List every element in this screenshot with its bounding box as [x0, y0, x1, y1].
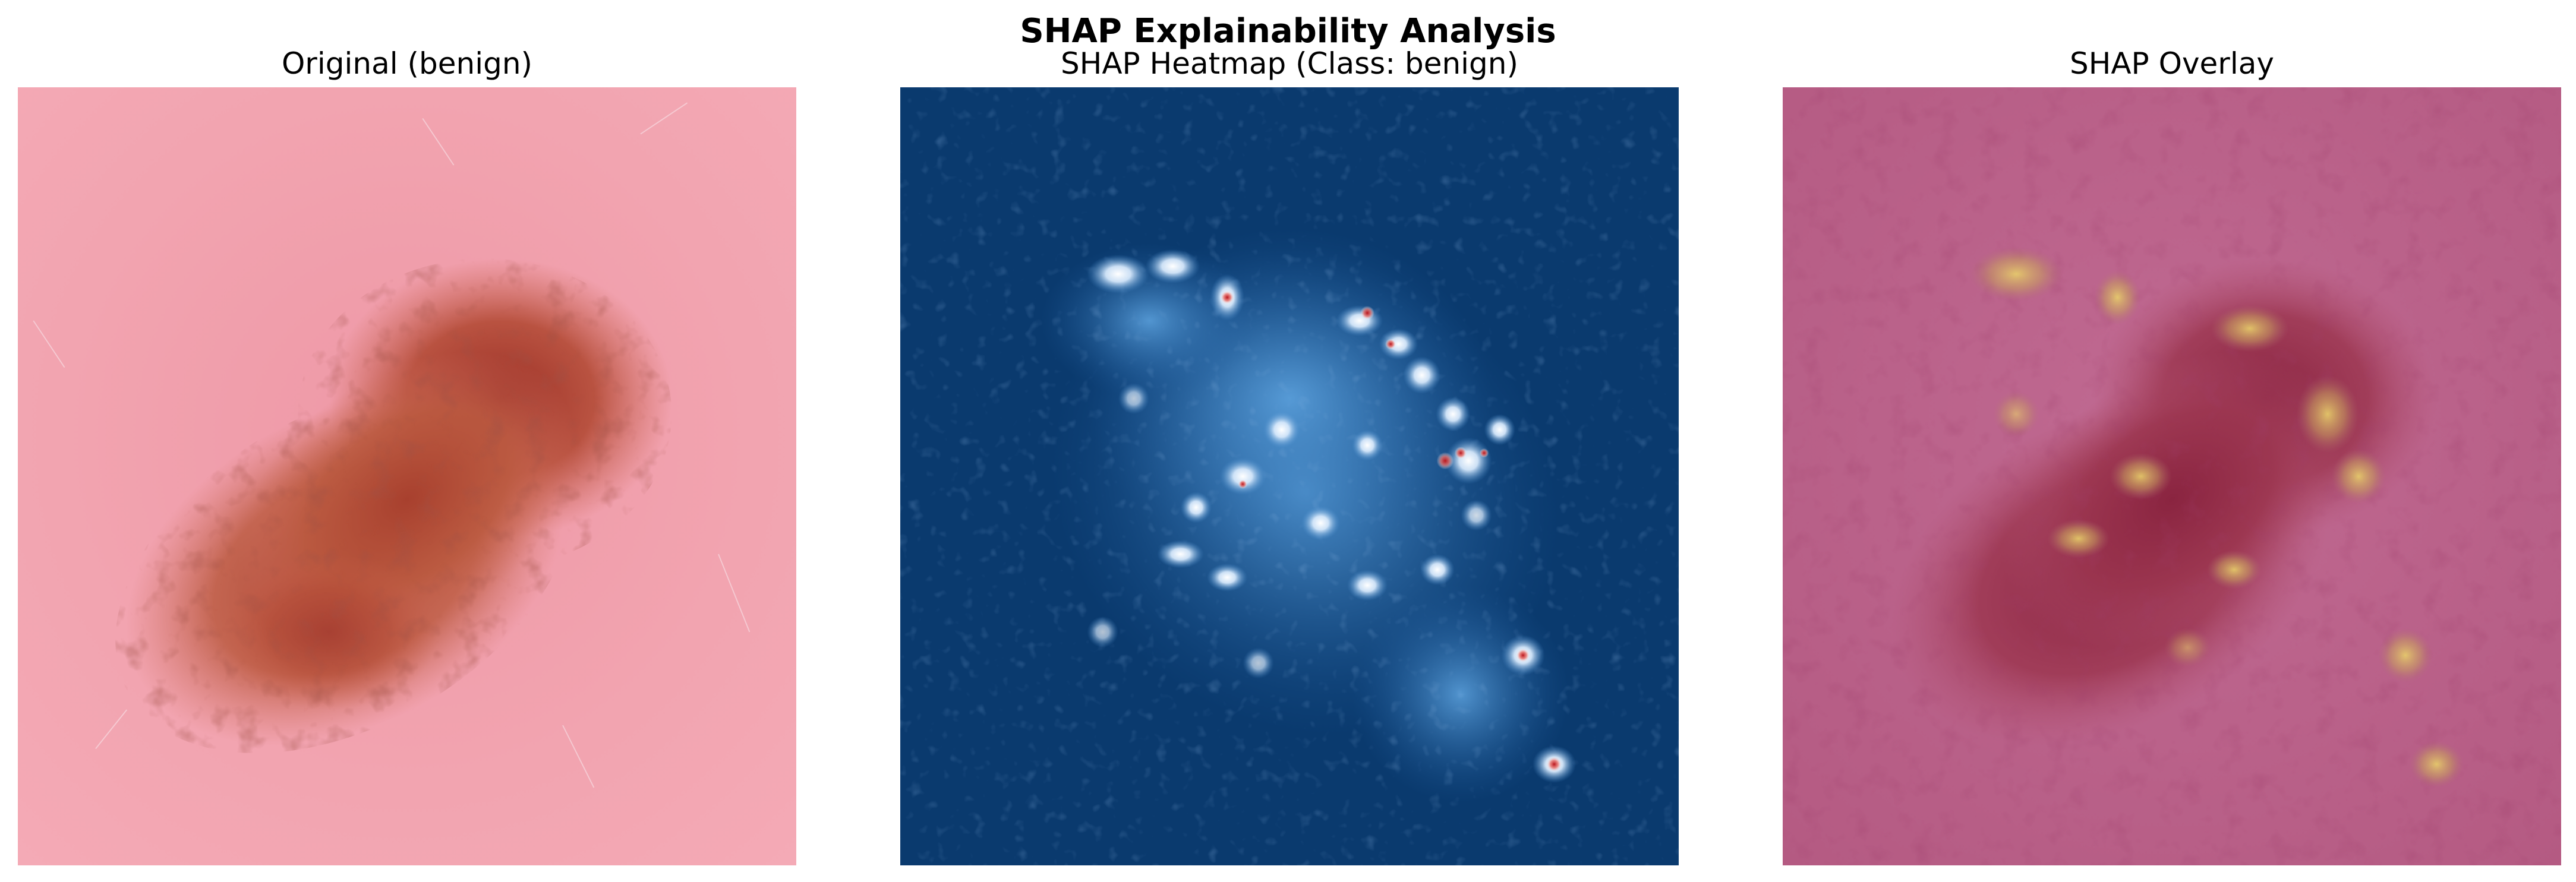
- overlay-panel-title: SHAP Overlay: [2070, 46, 2274, 81]
- figure-title: SHAP Explainability Analysis: [1020, 12, 1556, 50]
- shap-overlay-image: [1783, 87, 2561, 865]
- shap-heatmap-image: [900, 87, 1679, 865]
- heatmap-panel-title: SHAP Heatmap (Class: benign): [1061, 46, 1518, 81]
- original-panel-title: Original (benign): [281, 46, 533, 81]
- original-lesion-image: [18, 87, 796, 865]
